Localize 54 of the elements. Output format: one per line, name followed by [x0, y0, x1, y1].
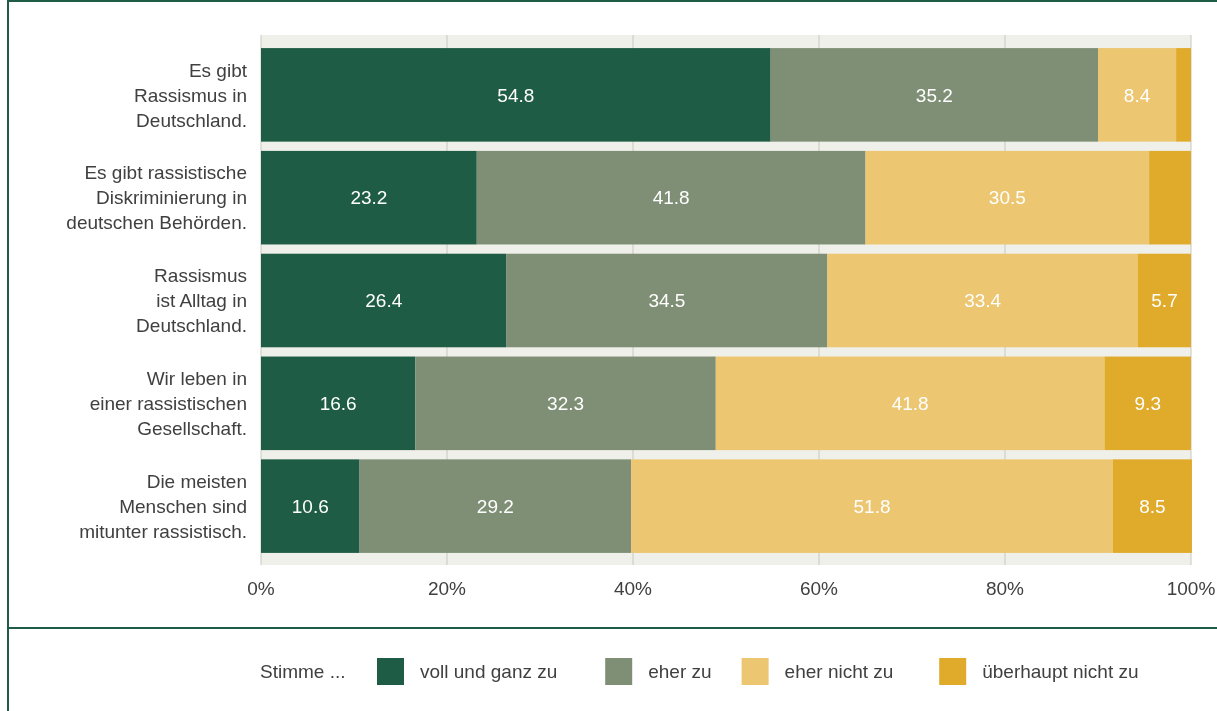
x-tick-label: 0% [247, 577, 275, 599]
data-label: 54.8 [497, 84, 535, 106]
bar [476, 150, 866, 245]
data-label: 16.6 [319, 392, 357, 414]
data-label: 29.2 [476, 495, 514, 517]
x-tick-label: 100% [1166, 577, 1216, 599]
bar [261, 253, 507, 348]
bar [1149, 150, 1191, 245]
data-label: 34.5 [648, 290, 686, 312]
data-label: 41.8 [891, 392, 929, 414]
bar [865, 150, 1150, 245]
bar [1176, 48, 1191, 142]
bar [1098, 48, 1177, 142]
data-label: 23.2 [350, 187, 388, 209]
x-tick-label: 40% [613, 577, 653, 599]
bar [1112, 459, 1192, 553]
legend-label: eher zu [648, 660, 712, 682]
data-label: 35.2 [915, 84, 953, 106]
bar [631, 459, 1113, 553]
x-tick-label: 80% [985, 577, 1025, 599]
x-tick-label: 60% [799, 577, 839, 599]
data-label: 8.5 [1139, 495, 1166, 517]
data-label: 33.4 [964, 290, 1002, 312]
data-label: 9.3 [1134, 392, 1161, 414]
bar [261, 150, 477, 245]
bar [1104, 356, 1191, 451]
y-tick-label: Es gibt Rassismus in Deutschland. [134, 59, 248, 131]
data-label: 10.6 [291, 495, 329, 517]
data-label: 32.3 [547, 392, 585, 414]
bar [359, 459, 632, 553]
bar [261, 459, 360, 553]
legend-label: voll und ganz zu [420, 660, 558, 682]
bar [770, 48, 1098, 142]
data-label: 26.4 [365, 290, 403, 312]
y-tick-label: Es gibt rassistische Diskriminierung in deutschen Behörden. [66, 162, 247, 234]
bar [261, 356, 416, 451]
bar [415, 356, 716, 451]
data-label: 5.7 [1151, 290, 1178, 312]
y-tick-label: Die meisten Menschen sind mitunter rassistisch. [79, 470, 247, 542]
data-label: 41.8 [652, 187, 690, 209]
data-label: 51.8 [853, 495, 891, 517]
bar [827, 253, 1138, 348]
y-tick-label: Wir leben in einer rassistischen Gesellschaft. [89, 367, 247, 439]
data-label: 30.5 [988, 187, 1026, 209]
legend-label: eher nicht zu [784, 660, 894, 682]
bar [1137, 253, 1191, 348]
bar [261, 48, 771, 142]
data-label: 8.4 [1123, 84, 1151, 106]
legend-title: Stimme ... [260, 660, 346, 682]
bar [715, 356, 1105, 451]
x-tick-label: 20% [427, 577, 467, 599]
y-tick-label: Rassismus ist Alltag in Deutschland. [136, 265, 247, 337]
bar [506, 253, 828, 348]
legend-label: überhaupt nicht zu [982, 660, 1139, 682]
